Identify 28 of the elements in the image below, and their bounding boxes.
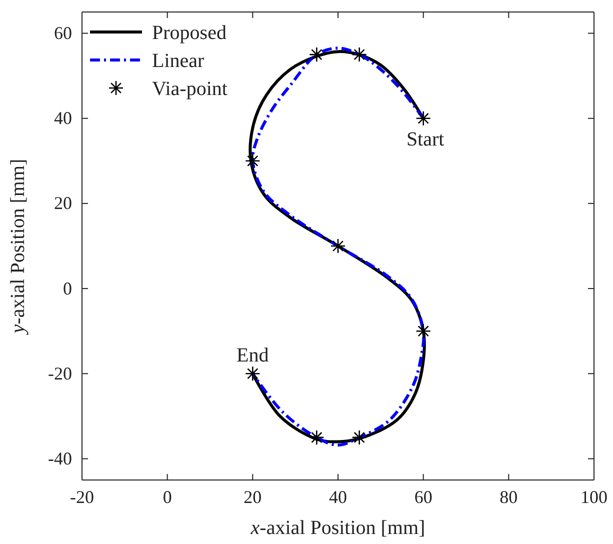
point [330,238,346,254]
point [352,430,367,446]
legend-label: Via-point [152,78,228,100]
y-tick-label: 0 [63,278,72,298]
y-tick-label: 60 [54,23,72,44]
legend-label: Linear [152,50,205,72]
point [245,153,260,169]
point [309,430,324,446]
x-tick-label: 80 [500,486,518,507]
y-tick-label: -40 [48,448,72,468]
point [352,46,367,62]
point [245,366,260,382]
x-tick-label: 40 [329,486,347,507]
y-tick-label: 40 [54,108,72,128]
point [416,110,431,126]
point [416,323,431,339]
annotation: Start [406,128,445,150]
x-tick-label: 100 [580,486,608,507]
y-tick-label: -20 [48,363,72,384]
y-tick-label: 20 [54,193,72,214]
annotation: End [236,344,269,367]
y-axis-title: y-axial Position [mm] [7,158,29,336]
x-tick-label: 60 [414,486,432,507]
x-tick-label: -20 [70,486,94,507]
x-tick-label: 20 [244,486,262,507]
x-axis-title: x-axial Position [mm] [250,517,426,539]
x-tick-label: 0 [162,486,172,507]
legend-label: Proposed [152,22,226,44]
